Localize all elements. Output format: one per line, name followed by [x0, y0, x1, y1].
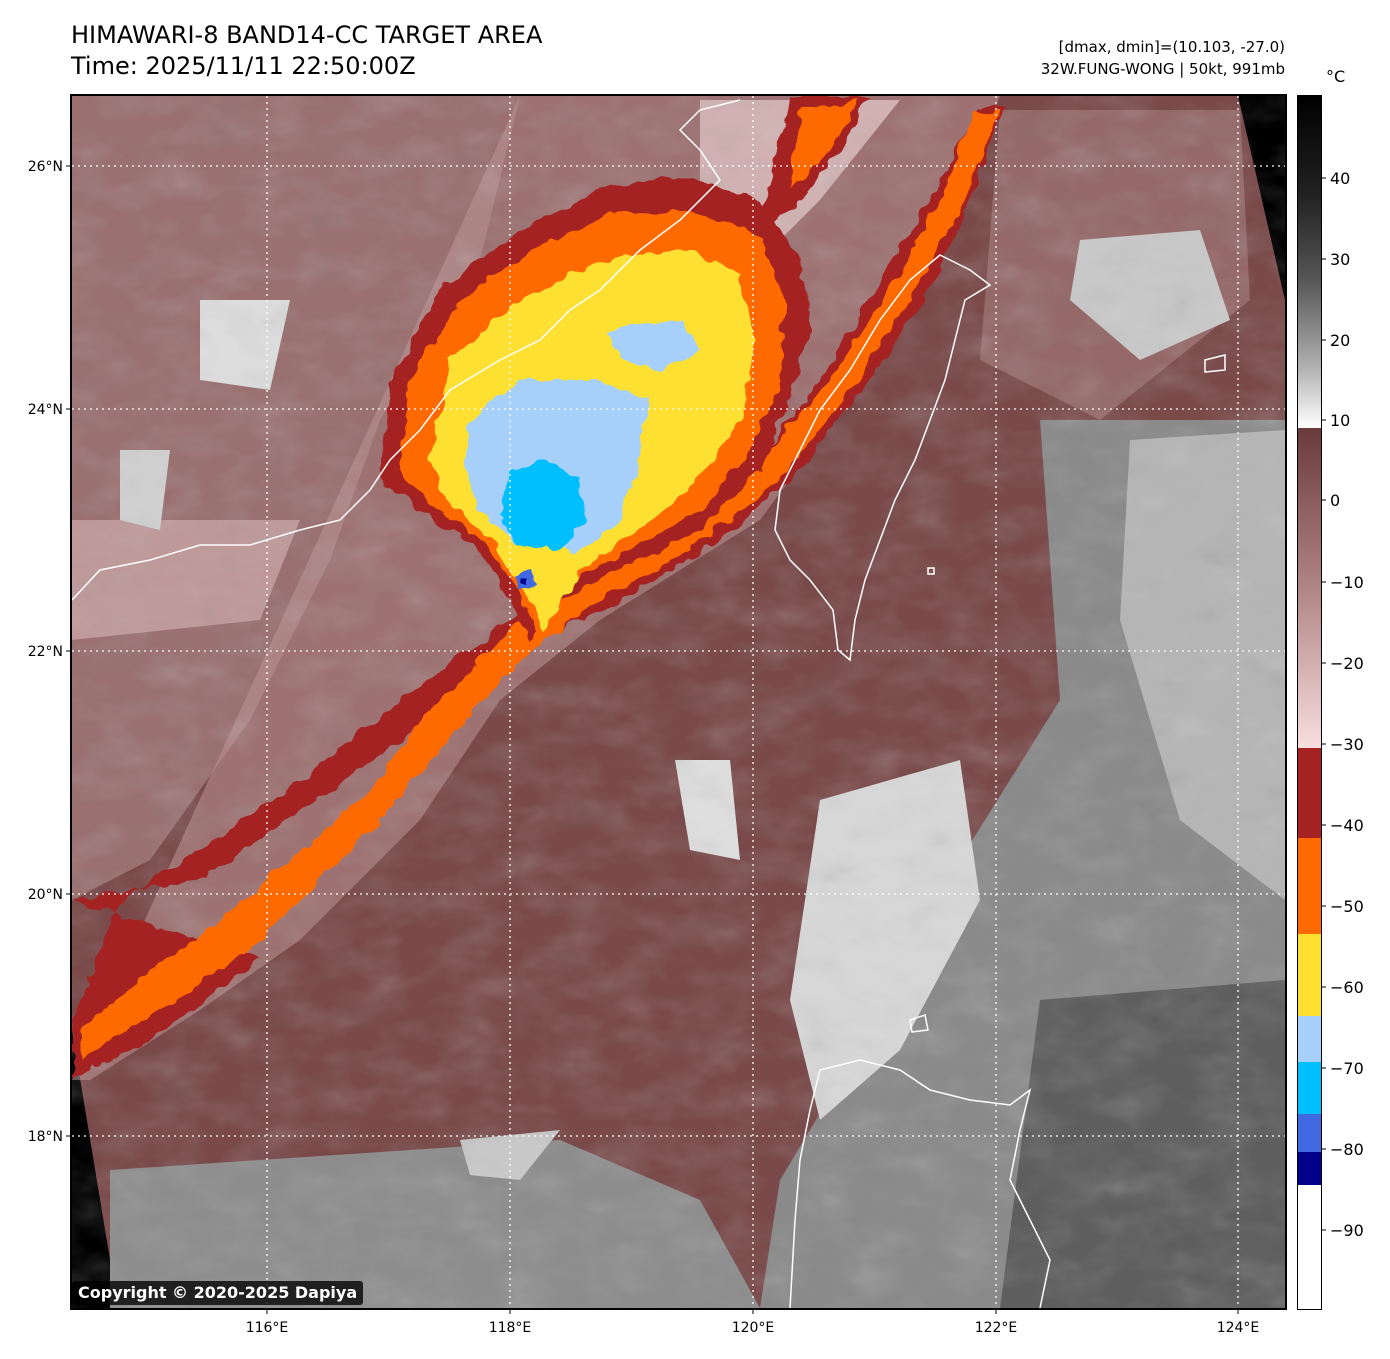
colorbar: 40 30 20 10 0 −10 −20 −30 −40 −50 −60 −7… [1297, 95, 1364, 1310]
copyright-label: Copyright © 2020-2025 Dapiya [72, 1281, 364, 1305]
colorbar-segment [1298, 748, 1321, 838]
satellite-image [72, 96, 1285, 1308]
colorbar-tick-label: −10 [1330, 573, 1364, 592]
colorbar-unit: °C [1326, 67, 1346, 86]
lon-label: 116°E [246, 1320, 289, 1336]
lat-label: 18°N [28, 1129, 63, 1145]
colorbar-segment [1298, 1185, 1321, 1309]
gridlines [72, 96, 1285, 1308]
lat-label: 26°N [28, 159, 63, 175]
lat-labels: 26°N 24°N 22°N 20°N 18°N [28, 159, 63, 1145]
map-frame [70, 94, 1287, 1310]
colorbar-tick-label: 30 [1330, 250, 1350, 269]
lat-label: 24°N [28, 402, 63, 418]
storm-info-label: 32W.FUNG-WONG | 50kt, 991mb [1040, 60, 1285, 78]
colorbar-segment [1298, 1016, 1321, 1062]
colorbar-tick-label: −30 [1330, 735, 1364, 754]
colorbar-tick-label: 10 [1330, 411, 1350, 430]
colorbar-segment [1298, 934, 1321, 1016]
chart-timestamp: Time: 2025/11/11 22:50:00Z [71, 52, 416, 80]
lon-label: 124°E [1217, 1320, 1260, 1336]
colorbar-gray-segment [1298, 96, 1321, 428]
colorbar-tick-label: −40 [1330, 816, 1364, 835]
colorbar-tick-label: 0 [1330, 491, 1340, 510]
colorbar-segment [1298, 1152, 1321, 1185]
lon-labels: 116°E 118°E 120°E 122°E 124°E [246, 1320, 1260, 1336]
data-range-label: [dmax, dmin]=(10.103, -27.0) [1058, 38, 1285, 56]
colorbar-tick-label: −60 [1330, 978, 1364, 997]
colorbar-tick-label: 40 [1330, 169, 1350, 188]
chart-title: HIMAWARI-8 BAND14-CC TARGET AREA [71, 21, 543, 49]
colorbar-warm-segment [1298, 428, 1321, 748]
colorbar-tick-label: −80 [1330, 1140, 1364, 1159]
coastline [72, 99, 1226, 1308]
colorbar-tick-label: −50 [1330, 897, 1364, 916]
colorbar-segment [1298, 1062, 1321, 1114]
colorbar-tick-label: −70 [1330, 1059, 1364, 1078]
lon-label: 122°E [975, 1320, 1018, 1336]
lon-label: 120°E [732, 1320, 775, 1336]
colorbar-frame [1297, 95, 1322, 1310]
axis-ticks [66, 165, 1239, 1314]
colorbar-tick-label: −90 [1330, 1221, 1364, 1240]
convection-band [72, 96, 1005, 1080]
lat-label: 20°N [28, 887, 63, 903]
colorbar-segment [1298, 1114, 1321, 1152]
lat-label: 22°N [28, 644, 63, 660]
colorbar-tick-label: 20 [1330, 331, 1350, 350]
lon-label: 118°E [489, 1320, 532, 1336]
colorbar-segment [1298, 838, 1321, 934]
colorbar-tick-label: −20 [1330, 654, 1364, 673]
